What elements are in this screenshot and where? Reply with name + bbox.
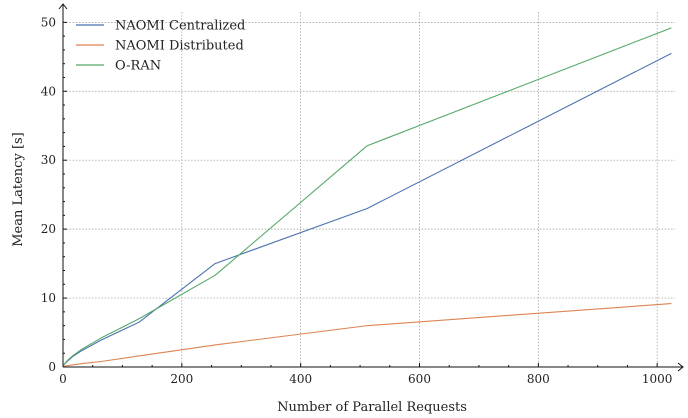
x-tick-label: 600 bbox=[408, 372, 431, 386]
series-line-0 bbox=[63, 52, 672, 366]
ticks: 0 200 400 600 800 1000 0 10 20 30 40 50 bbox=[41, 15, 673, 386]
x-tick-label: 400 bbox=[289, 372, 312, 386]
series-line-1 bbox=[63, 303, 672, 367]
y-tick-label: 30 bbox=[41, 153, 56, 167]
y-tick-label: 40 bbox=[41, 84, 56, 98]
y-tick-label: 50 bbox=[41, 15, 56, 29]
y-tick-label: 20 bbox=[41, 222, 56, 236]
axes bbox=[58, 3, 684, 372]
legend-label-2: O-RAN bbox=[115, 59, 161, 74]
legend-label-0: NAOMI Centralized bbox=[115, 19, 245, 34]
x-tick-label: 1000 bbox=[642, 372, 673, 386]
x-tick-label: 200 bbox=[170, 372, 193, 386]
legend: NAOMI Centralized NAOMI Distributed O-RAN bbox=[76, 19, 245, 74]
y-axis-arrow bbox=[58, 3, 68, 10]
x-axis-title: Number of Parallel Requests bbox=[277, 400, 467, 415]
y-tick-label: 0 bbox=[48, 360, 56, 374]
grid bbox=[63, 12, 675, 367]
y-axis-title: Mean Latency [s] bbox=[11, 132, 26, 247]
legend-label-1: NAOMI Distributed bbox=[115, 39, 244, 54]
x-tick-label: 0 bbox=[59, 372, 67, 386]
x-tick-label: 800 bbox=[527, 372, 550, 386]
series-line-2 bbox=[63, 27, 672, 366]
x-axis-arrow bbox=[677, 362, 684, 372]
series-layer bbox=[63, 27, 672, 367]
y-tick-label: 10 bbox=[41, 291, 56, 305]
